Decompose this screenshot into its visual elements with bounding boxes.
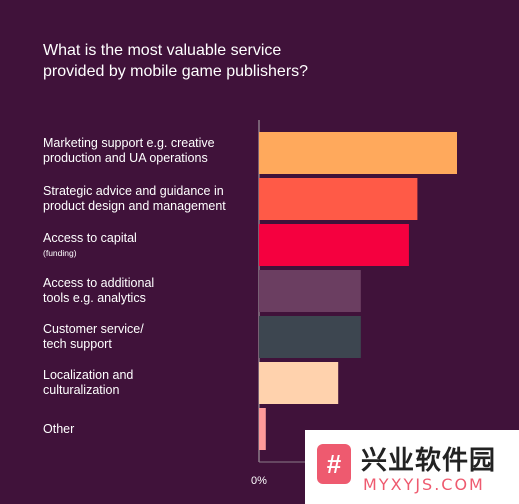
category-label-3-line-0: Access to additional [43, 276, 155, 290]
watermark-text-cn: 兴业软件园 [361, 446, 497, 476]
chart-title-line-1: What is the most valuable service [43, 42, 282, 59]
watermark: # 兴业软件园 MYXYJS.COM [305, 430, 519, 504]
category-label-6-line-0: Other [43, 421, 75, 436]
category-label-4-line-0: Customer service/ [43, 322, 144, 336]
category-label-2: Access to capital (funding) [43, 231, 253, 260]
category-label-1-line-0: Strategic advice and guidance in [43, 184, 224, 198]
bar-2 [259, 224, 409, 266]
bar-6 [259, 408, 266, 450]
category-label-0: Marketing support e.g. creative productio… [43, 136, 253, 166]
category-label-3: Access to additional tools e.g. analytics [43, 276, 253, 306]
bar-1 [259, 178, 418, 220]
category-label-1-line-1: product design and management [43, 199, 226, 213]
category-label-5-line-0: Localization and [43, 368, 134, 382]
bar-3 [259, 270, 361, 312]
category-label-4-line-1: tech support [43, 337, 112, 351]
watermark-text-en: MYXYJS.COM [363, 475, 485, 494]
category-label-1: Strategic advice and guidance in product … [43, 184, 253, 214]
category-label-2-sub: (funding) [43, 247, 77, 258]
category-label-4: Customer service/tech support [43, 322, 253, 352]
chart-title: What is the most valuable service provid… [43, 40, 363, 82]
x-tick-label-0: 0% [251, 475, 267, 487]
category-label-5-line-1: culturalization [43, 383, 120, 397]
category-label-0-line-0: Marketing support e.g. creative [43, 136, 215, 150]
category-label-6: Other [43, 422, 253, 437]
category-label-2-line-0: Access to capital [43, 230, 137, 245]
category-label-3-line-1: tools e.g. analytics [43, 291, 146, 305]
bar-4 [259, 316, 361, 358]
watermark-logo-icon: # [317, 444, 351, 484]
bar-0 [259, 132, 457, 174]
category-label-0-line-1: production and UA operations [43, 151, 208, 165]
bar-5 [259, 362, 339, 404]
category-label-5: Localization and culturalization [43, 368, 253, 398]
chart-title-line-2: provided by mobile game publishers? [43, 63, 309, 80]
